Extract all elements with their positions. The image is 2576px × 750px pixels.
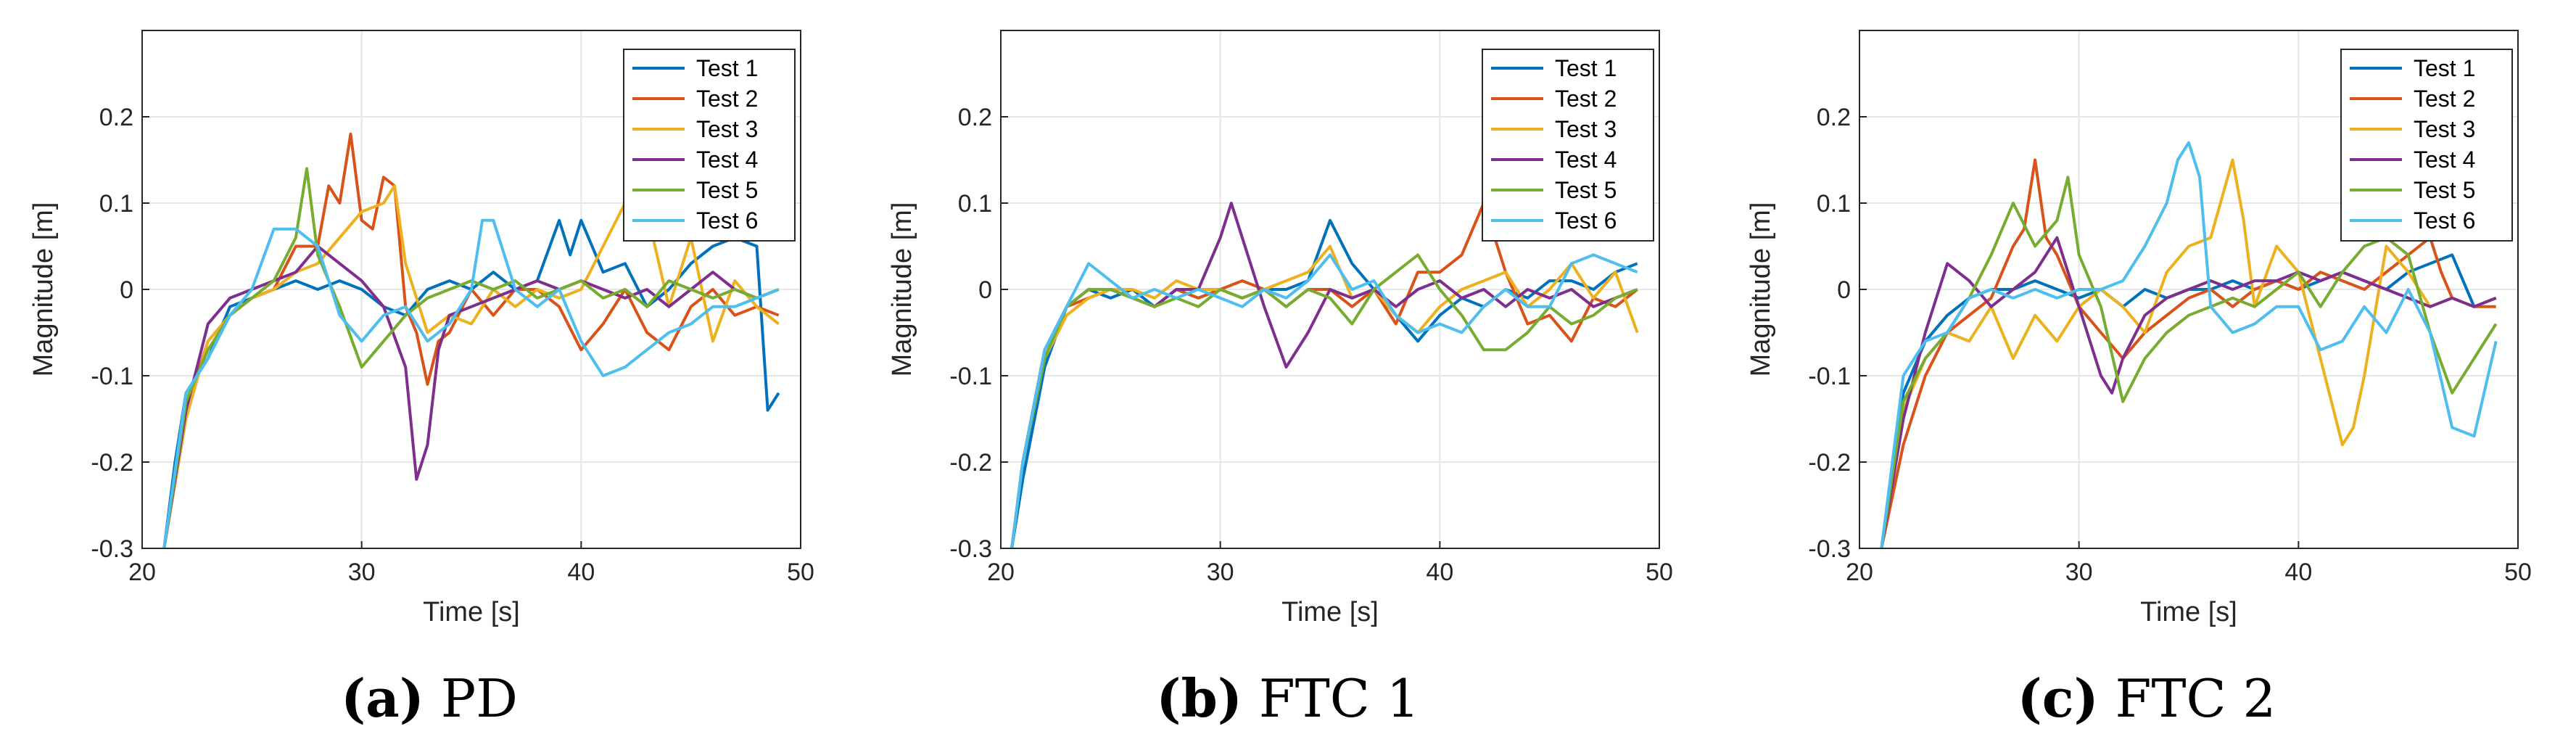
y-tick-label: 0 — [120, 276, 133, 304]
x-tick-label: 40 — [567, 559, 595, 586]
legend: Test 1 Test 2 Test 3 Test 4 Test 5 Test 6 — [1482, 49, 1654, 242]
caption-letter-a: (a) — [341, 667, 424, 729]
x-tick-label: 20 — [1846, 559, 1873, 586]
legend-label-2: Test 2 — [696, 86, 758, 112]
y-tick-label: 0.2 — [99, 104, 133, 131]
legend-label-6: Test 6 — [696, 207, 758, 234]
x-tick-label: 40 — [1426, 559, 1453, 586]
chart-panel-a: 20 30 40 50 -0.3 -0.2 -0.1 0 0.1 0.2 Time [s] Magni… — [0, 0, 859, 750]
x-tick-label: 50 — [787, 559, 814, 586]
legend: Test 1 Test 2 Test 3 Test 4 Test 5 Test 6 — [623, 49, 796, 242]
y-tick-label: -0.2 — [949, 449, 992, 477]
x-tick-label: 20 — [987, 559, 1015, 586]
chart-plot-c: 20 30 40 50 -0.3 -0.2 -0.1 0 0.1 0.2 Time [s] Magni… — [1746, 30, 2532, 627]
legend-label-5: Test 5 — [1555, 177, 1617, 203]
series-line-4 — [1880, 236, 2497, 548]
chart-plot-a: 20 30 40 50 -0.3 -0.2 -0.1 0 0.1 0.2 Time [s] Magni… — [28, 30, 814, 627]
series-line-3 — [162, 184, 780, 548]
caption-b: (b) FTC 1 — [859, 667, 1717, 729]
y-tick-label: -0.2 — [1808, 449, 1851, 477]
series-line-5 — [1010, 253, 1638, 548]
y-tick-label: -0.1 — [91, 363, 133, 390]
x-tick-label: 50 — [1646, 559, 1673, 586]
legend-label-5: Test 5 — [696, 177, 758, 203]
legend-label-1: Test 1 — [1555, 55, 1617, 81]
y-tick-label: 0 — [1837, 276, 1851, 304]
y-tick-label: -0.3 — [91, 535, 133, 563]
caption-c: (c) FTC 2 — [1717, 667, 2576, 729]
legend-label-5: Test 5 — [2414, 177, 2475, 203]
y-tick-label: -0.3 — [949, 535, 992, 563]
caption-text-a: PD — [440, 668, 518, 729]
caption-letter-c: (c) — [2017, 667, 2099, 729]
series-line-6 — [162, 218, 780, 548]
y-tick-label: -0.1 — [949, 363, 992, 390]
y-tick-label: 0.2 — [1817, 104, 1851, 131]
x-axis-label: Time [s] — [2140, 597, 2237, 627]
x-tick-label: 30 — [2065, 559, 2093, 586]
caption-letter-b: (b) — [1156, 667, 1242, 729]
chart-panel-c: 20 30 40 50 -0.3 -0.2 -0.1 0 0.1 0.2 Time [s] Magni… — [1717, 0, 2576, 750]
legend-label-4: Test 4 — [2414, 147, 2475, 173]
legend-label-3: Test 3 — [1555, 116, 1617, 142]
y-tick-label: 0.2 — [958, 104, 992, 131]
series-group — [1010, 202, 1639, 548]
x-tick-label: 30 — [1207, 559, 1234, 586]
caption-text-b: FTC 1 — [1258, 668, 1420, 729]
y-axis-label: Magnitude [m] — [887, 202, 917, 377]
series-line-5 — [162, 167, 780, 548]
series-line-6 — [1880, 141, 2498, 548]
series-group — [1880, 141, 2498, 548]
legend-label-4: Test 4 — [696, 147, 758, 173]
legend: Test 1 Test 2 Test 3 Test 4 Test 5 Test 6 — [2340, 49, 2513, 242]
series-line-1 — [1010, 218, 1638, 548]
y-tick-label: -0.3 — [1808, 535, 1851, 563]
legend-label-6: Test 6 — [2414, 207, 2475, 234]
y-axis-label: Magnitude [m] — [1746, 202, 1776, 377]
y-axis-label: Magnitude [m] — [28, 202, 59, 377]
y-tick-label: 0.1 — [958, 190, 992, 218]
x-tick-label: 40 — [2284, 559, 2312, 586]
legend-label-2: Test 2 — [2414, 86, 2475, 112]
legend-label-4: Test 4 — [1555, 147, 1617, 173]
y-tick-label: -0.2 — [91, 449, 133, 477]
legend-label-3: Test 3 — [2414, 116, 2475, 142]
series-group — [162, 132, 780, 548]
chart-panel-b: 20 30 40 50 -0.3 -0.2 -0.1 0 0.1 0.2 Time [s] Magni… — [859, 0, 1717, 750]
y-tick-label: 0 — [978, 276, 992, 304]
x-tick-label: 30 — [348, 559, 376, 586]
y-tick-label: 0.1 — [99, 190, 133, 218]
legend-label-1: Test 1 — [696, 55, 758, 81]
series-line-6 — [1010, 253, 1638, 548]
caption-text-c: FTC 2 — [2115, 668, 2276, 729]
y-tick-label: 0.1 — [1817, 190, 1851, 218]
legend-label-3: Test 3 — [696, 116, 758, 142]
y-tick-label: -0.1 — [1808, 363, 1851, 390]
legend-box — [1482, 49, 1654, 242]
caption-a: (a) PD — [0, 667, 859, 729]
x-axis-label: Time [s] — [1281, 597, 1379, 627]
legend-box — [2340, 49, 2513, 242]
x-tick-label: 50 — [2504, 559, 2532, 586]
legend-label-1: Test 1 — [2414, 55, 2475, 81]
x-axis-label: Time [s] — [423, 597, 520, 627]
legend-label-2: Test 2 — [1555, 86, 1617, 112]
x-tick-label: 20 — [128, 559, 156, 586]
legend-label-6: Test 6 — [1555, 207, 1617, 234]
legend-box — [623, 49, 796, 242]
chart-plot-b: 20 30 40 50 -0.3 -0.2 -0.1 0 0.1 0.2 Time [s] Magni… — [887, 30, 1673, 627]
